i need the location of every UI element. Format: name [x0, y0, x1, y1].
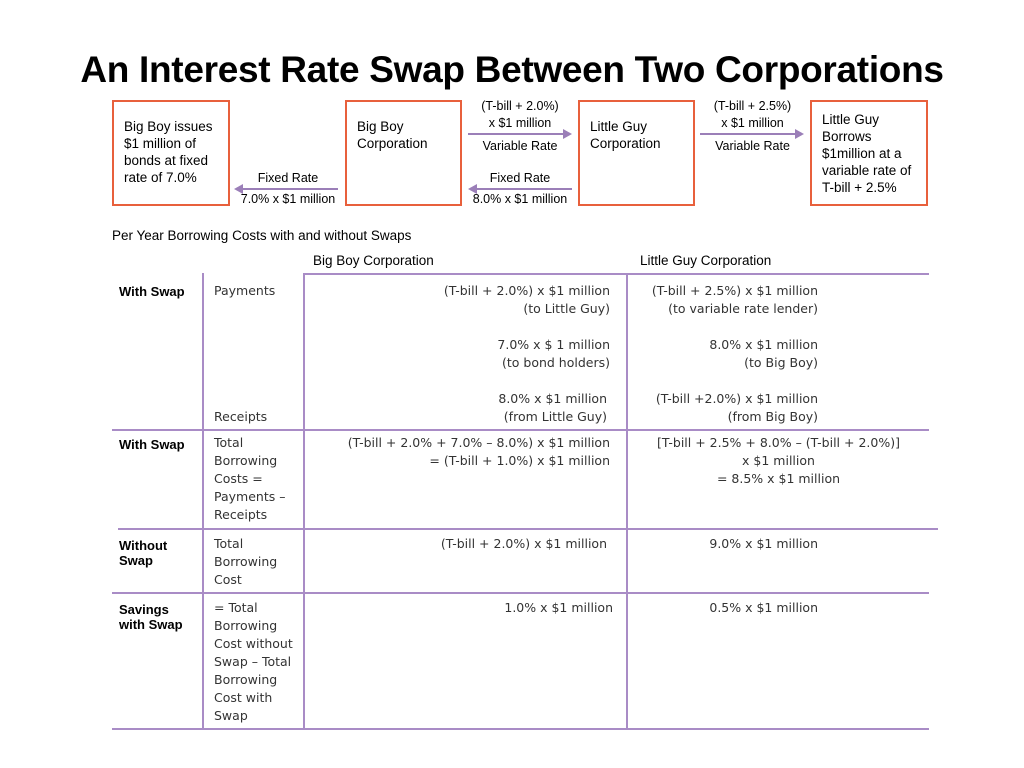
table-column-divider [202, 273, 204, 730]
table-column-divider [626, 273, 628, 730]
row-desc-total-borrowing-cost: Total Borrowing Cost [214, 536, 278, 587]
littleguy-total-borrowing-cost-without-swap: 9.0% x $1 million [709, 536, 818, 551]
arrow-right-icon [468, 129, 572, 139]
bigboy-total-borrowing-cost-with-swap: (T-bill + 2.0% + 7.0% – 8.0%) x $1 milli… [347, 435, 610, 468]
row-label-with-swap: With Swap [119, 284, 185, 299]
arrow-left-icon [468, 184, 572, 194]
flow-fixed-rate-to-bondholders-bottom: 7.0% x $1 million [240, 192, 336, 206]
column-header-littleguy: Little Guy Corporation [640, 253, 772, 268]
flow-variable-to-littleguy-bottom: Variable Rate [482, 139, 558, 153]
littleguy-borrows-box: Little Guy Borrows $1million at a variab… [810, 100, 928, 206]
littleguy-corporation-box: Little Guy Corporation [578, 100, 695, 206]
table-column-divider [303, 273, 305, 730]
littleguy-corporation-text: Little Guy Corporation [590, 119, 661, 151]
table-row-divider [112, 592, 929, 594]
bigboy-bond-issue-text: Big Boy issues $1 million of bonds at fi… [124, 119, 213, 185]
littleguy-receipt-from-bigboy: (T-bill +2.0%) x $1 million (from Big Bo… [655, 391, 818, 424]
bigboy-total-borrowing-cost-without-swap: (T-bill + 2.0%) x $1 million [440, 536, 607, 551]
row-desc-payments: Payments [214, 283, 276, 298]
flow-fixed-rate-to-bondholders-top: Fixed Rate [257, 171, 319, 185]
flow-variable-to-littleguy-top: (T-bill + 2.0%) x $1 million [481, 99, 559, 130]
bigboy-corporation-box: Big Boy Corporation [345, 100, 462, 206]
row-desc-savings-formula: = Total Borrowing Cost without Swap – To… [214, 600, 293, 723]
flow-fixed-to-bigboy-bottom: 8.0% x $1 million [472, 192, 568, 206]
flow-variable-to-lender-bottom: Variable Rate [715, 139, 790, 153]
bigboy-payment-to-bondholders: 7.0% x $ 1 million (to bond holders) [497, 337, 610, 370]
table-caption: Per Year Borrowing Costs with and withou… [112, 228, 412, 243]
bigboy-corporation-text: Big Boy Corporation [357, 119, 428, 151]
flow-variable-to-lender-top: (T-bill + 2.5%) x $1 million [713, 99, 792, 130]
bigboy-savings: 1.0% x $1 million [504, 600, 613, 615]
bigboy-payment-to-littleguy: (T-bill + 2.0%) x $1 million (to Little … [443, 283, 610, 316]
row-label-savings-with-swap: Savings with Swap [119, 602, 183, 632]
bigboy-bond-issue-box: Big Boy issues $1 million of bonds at fi… [112, 100, 230, 206]
table-row-divider [112, 429, 929, 431]
table-row-divider [118, 528, 938, 530]
row-desc-total-borrowing-costs: Total Borrowing Costs = Payments – Recei… [214, 435, 286, 522]
arrow-right-icon [700, 129, 804, 139]
column-header-bigboy: Big Boy Corporation [313, 253, 434, 268]
row-label-with-swap-total: With Swap [119, 437, 185, 452]
flow-fixed-to-bigboy-top: Fixed Rate [489, 171, 551, 185]
littleguy-payment-to-lender: (T-bill + 2.5%) x $1 million (to variabl… [651, 283, 818, 316]
row-desc-receipts: Receipts [214, 409, 268, 424]
row-label-without-swap: Without Swap [119, 538, 168, 568]
slide-title: An Interest Rate Swap Between Two Corpor… [80, 49, 944, 90]
bigboy-receipt-from-littleguy: 8.0% x $1 million (from Little Guy) [498, 391, 607, 424]
littleguy-total-borrowing-cost-with-swap: [T-bill + 2.5% + 8.0% – (T-bill + 2.0%)]… [657, 435, 900, 486]
littleguy-savings: 0.5% x $1 million [709, 600, 818, 615]
arrow-left-icon [234, 184, 338, 194]
littleguy-payment-to-bigboy: 8.0% x $1 million (to Big Boy) [709, 337, 818, 370]
table-bottom-rule [112, 728, 929, 730]
table-header-rule [303, 273, 929, 275]
littleguy-borrows-text: Little Guy Borrows $1million at a variab… [822, 112, 912, 195]
